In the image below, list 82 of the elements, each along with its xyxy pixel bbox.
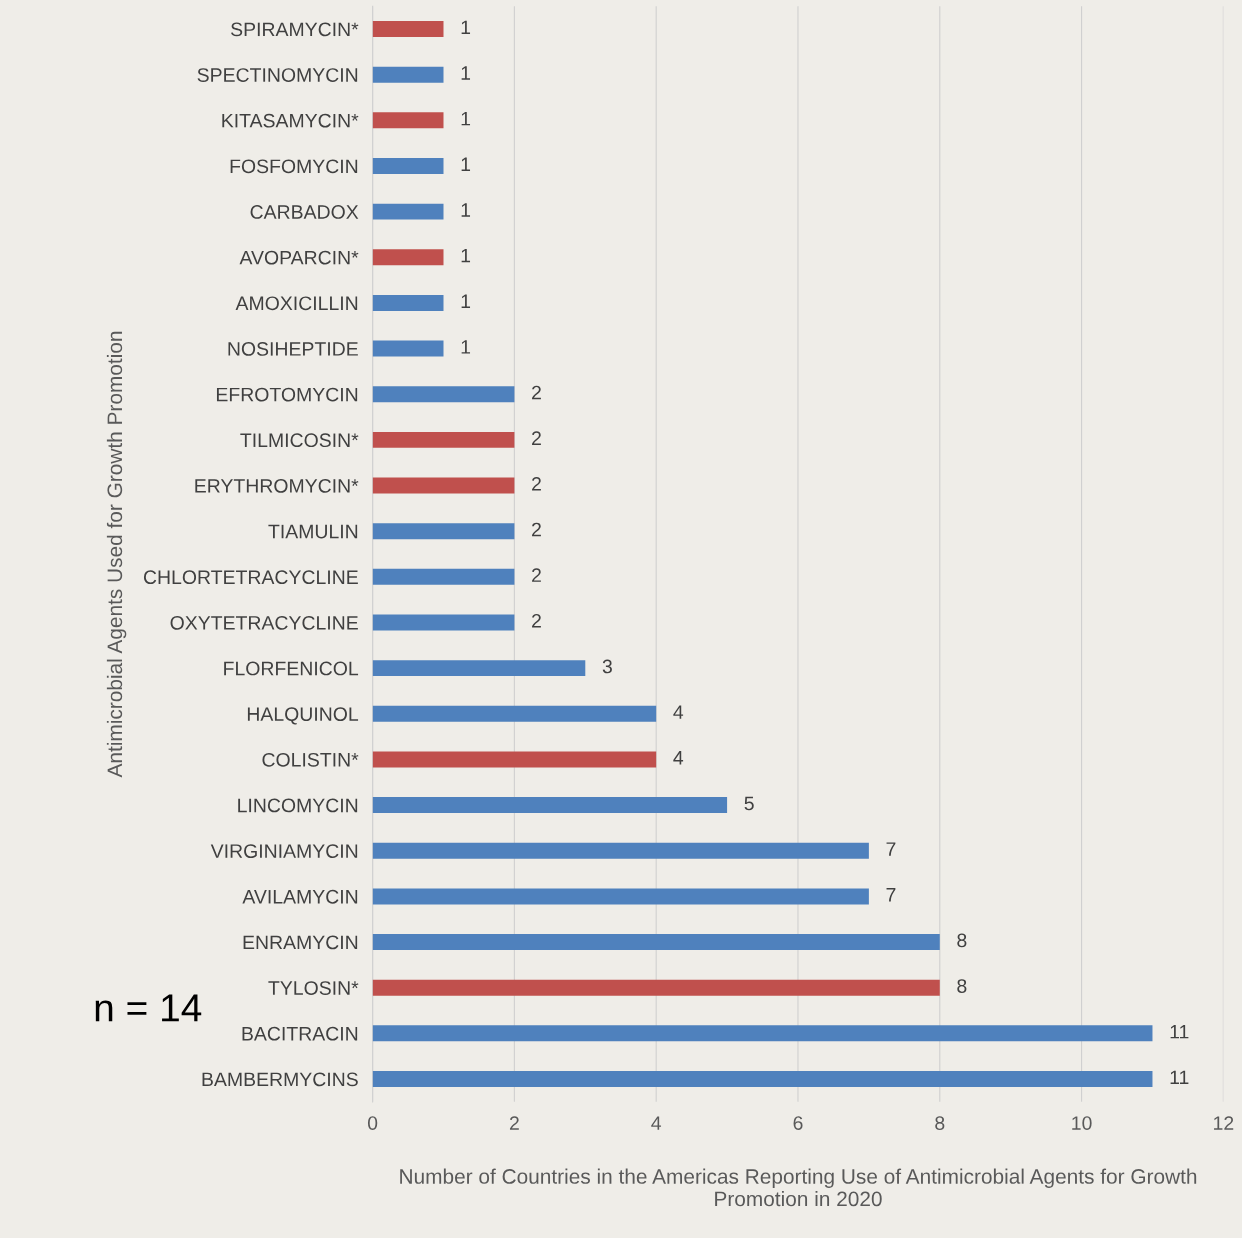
data-label: 8 — [957, 933, 967, 948]
data-label: 1 — [461, 203, 471, 217]
y-tick-label: ENRAMYCIN — [243, 935, 358, 950]
data-label: 2 — [532, 476, 541, 491]
bar — [372, 1071, 1153, 1087]
data-label: 1 — [461, 66, 471, 80]
x-tick-label: 0 — [367, 1116, 378, 1130]
bar — [372, 568, 515, 585]
bar — [372, 1025, 1153, 1042]
data-label: 8 — [957, 979, 967, 993]
y-tick-label: AVOPARCIN* — [239, 250, 359, 265]
data-label: 1 — [461, 294, 471, 308]
data-label: 4 — [673, 751, 684, 765]
data-label: 1 — [461, 111, 471, 126]
y-tick-label: TILMICOSIN* — [240, 433, 359, 448]
y-tick-label: AVILAMYCIN — [242, 889, 358, 904]
data-label: 2 — [532, 568, 541, 582]
text: n = 14 — [95, 994, 202, 1022]
data-label: 2 — [532, 613, 541, 628]
data-label: 4 — [673, 705, 684, 719]
y-tick-label: HALQUINOL — [247, 707, 359, 725]
y-axis-title: Antimicrobial Agents Used for Growth Promotion — [106, 331, 127, 778]
bar — [372, 477, 515, 494]
data-label: 1 — [461, 340, 471, 354]
bar — [372, 340, 444, 357]
bar — [372, 797, 728, 814]
bar — [372, 21, 444, 37]
bar — [372, 249, 444, 266]
bar — [372, 888, 869, 905]
x-tick-label: 2 — [509, 1116, 519, 1130]
data-label: 2 — [532, 431, 541, 445]
bar — [372, 614, 515, 631]
y-tick-label: AMOXICILLIN — [235, 296, 358, 311]
x-tick-label: 4 — [651, 1116, 662, 1130]
data-label: 7 — [886, 888, 896, 902]
y-tick-label: CARBADOX — [250, 205, 359, 219]
y-tick-label: LINCOMYCIN — [238, 798, 358, 813]
data-label: 1 — [461, 20, 471, 35]
bar — [372, 66, 444, 83]
data-label: 1 — [461, 248, 471, 263]
data-label: 1 — [461, 157, 471, 171]
x-axis-title: Number of Countries in the Americas Reporting Use of Antimicrobial Agents for Growth Promotion in 2020 — [400, 1168, 1197, 1207]
bar — [372, 386, 515, 403]
bar — [372, 294, 444, 311]
y-tick-label: SPECTINOMYCIN — [197, 68, 358, 82]
data-label: 11 — [1170, 1070, 1189, 1085]
bar — [372, 157, 444, 174]
bar — [372, 660, 586, 677]
y-tick-label: FOSFOMYCIN — [230, 159, 358, 174]
y-tick-label: VIRGINIAMYCIN — [210, 844, 358, 858]
bar — [372, 523, 515, 540]
bar — [372, 934, 940, 951]
y-tick-label: CHLORTETRACYCLINE — [143, 570, 358, 585]
y-tick-label: FLORFENICOL — [224, 661, 359, 676]
y-tick-label: BAMBERMYCINS — [202, 1072, 358, 1087]
data-label: 11 — [1170, 1024, 1189, 1039]
y-tick-label: OXYTETRACYCLINE — [170, 615, 358, 630]
bar — [372, 203, 444, 220]
data-label: 3 — [602, 659, 612, 674]
bar — [372, 112, 444, 129]
y-tick-label: ERYTHROMYCIN* — [195, 479, 359, 493]
data-label: 5 — [744, 796, 754, 811]
bar — [372, 431, 515, 448]
data-label: 2 — [532, 385, 541, 400]
bar — [372, 751, 657, 768]
y-tick-label: COLISTIN* — [262, 752, 359, 767]
data-label: 2 — [532, 522, 541, 537]
y-tick-label: BACITRACIN — [242, 1026, 358, 1041]
x-tick-label: 8 — [935, 1116, 945, 1130]
x-tick-label: 12 — [1214, 1116, 1234, 1130]
x-tick-label: 6 — [793, 1116, 803, 1130]
y-tick-label: TIAMULIN — [268, 524, 358, 539]
y-tick-label: KITASAMYCIN* — [222, 113, 359, 128]
y-tick-label: SPIRAMYCIN* — [231, 22, 359, 37]
bar — [372, 979, 940, 996]
y-tick-label: NOSIHEPTIDE — [228, 342, 358, 356]
bar — [372, 705, 657, 722]
bar — [372, 842, 869, 859]
y-tick-label: EFROTOMYCIN — [216, 387, 358, 402]
y-tick-label: TYLOSIN* — [268, 981, 359, 995]
x-tick-label: 10 — [1072, 1116, 1092, 1130]
data-label: 7 — [886, 842, 896, 856]
